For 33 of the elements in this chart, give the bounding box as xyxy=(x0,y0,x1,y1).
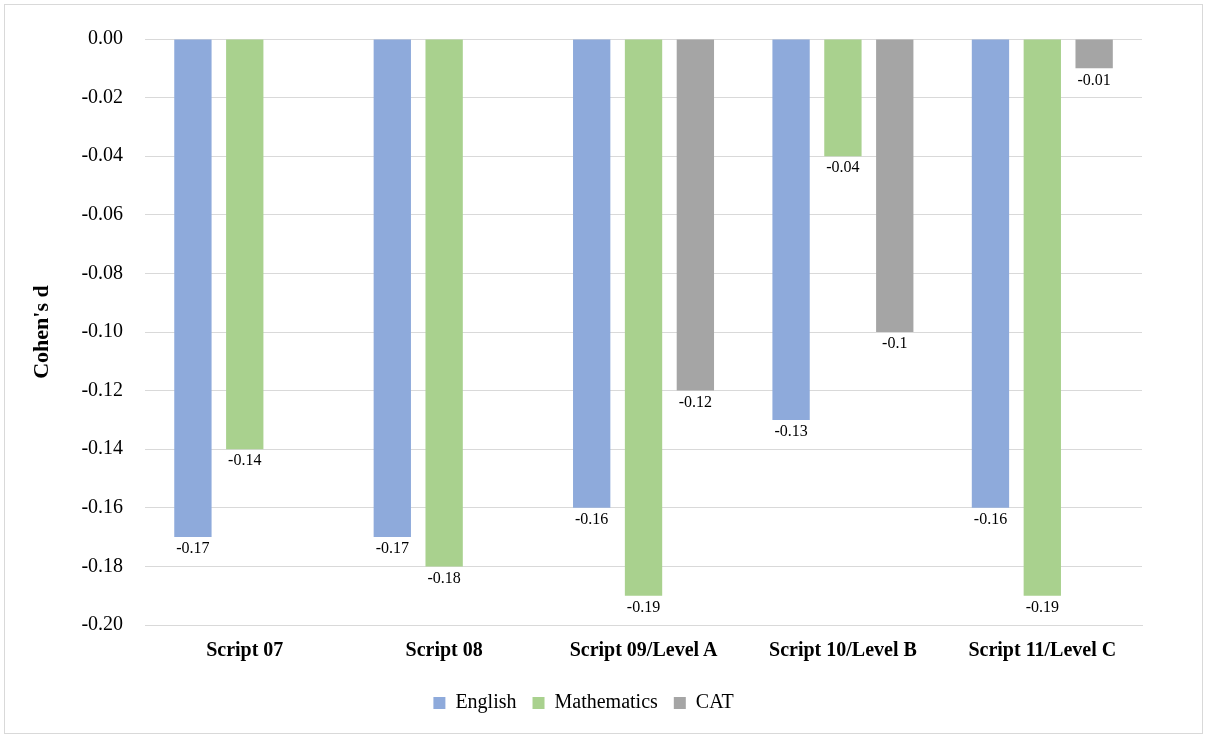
y-tick-label: -0.08 xyxy=(81,260,124,283)
x-tick-label: Script 09/Level A xyxy=(569,638,718,662)
y-tick-label: -0.14 xyxy=(81,436,124,459)
data-label: -0.1 xyxy=(882,334,908,352)
y-tick-label: 0.00 xyxy=(88,26,124,49)
x-tick-label: Script 07 xyxy=(206,638,284,662)
y-tick-label: -0.20 xyxy=(81,612,124,635)
y-axis-title: Cohen's d xyxy=(27,285,53,379)
data-label: -0.14 xyxy=(228,451,262,469)
y-tick-label: -0.18 xyxy=(81,553,124,576)
y-tick-label: -0.02 xyxy=(81,84,124,107)
legend-label: Mathematics xyxy=(554,690,659,713)
data-label: -0.16 xyxy=(575,510,609,527)
x-tick-label: Script 10/Level B xyxy=(769,638,917,662)
y-tick-label: -0.12 xyxy=(81,377,124,400)
data-label: -0.12 xyxy=(678,392,713,410)
y-tick-label: -0.10 xyxy=(81,319,124,342)
y-tick-label: -0.04 xyxy=(81,143,124,166)
y-tick-label: -0.16 xyxy=(81,495,124,518)
x-tick-label: Script 08 xyxy=(405,638,483,662)
data-label: -0.04 xyxy=(826,158,860,176)
data-label: -0.13 xyxy=(774,422,808,440)
x-tick-label: Script 11/Level C xyxy=(968,638,1117,662)
data-label: -0.19 xyxy=(1025,597,1059,615)
data-label: -0.01 xyxy=(1077,70,1111,88)
y-tick-label: -0.06 xyxy=(81,202,124,225)
legend-label: English xyxy=(455,690,517,714)
data-label: -0.16 xyxy=(973,510,1008,527)
data-label: -0.19 xyxy=(626,597,661,615)
data-label: -0.17 xyxy=(176,539,210,557)
legend-label: CAT xyxy=(695,690,734,713)
data-label: -0.17 xyxy=(375,539,409,557)
data-label: -0.18 xyxy=(427,568,461,586)
